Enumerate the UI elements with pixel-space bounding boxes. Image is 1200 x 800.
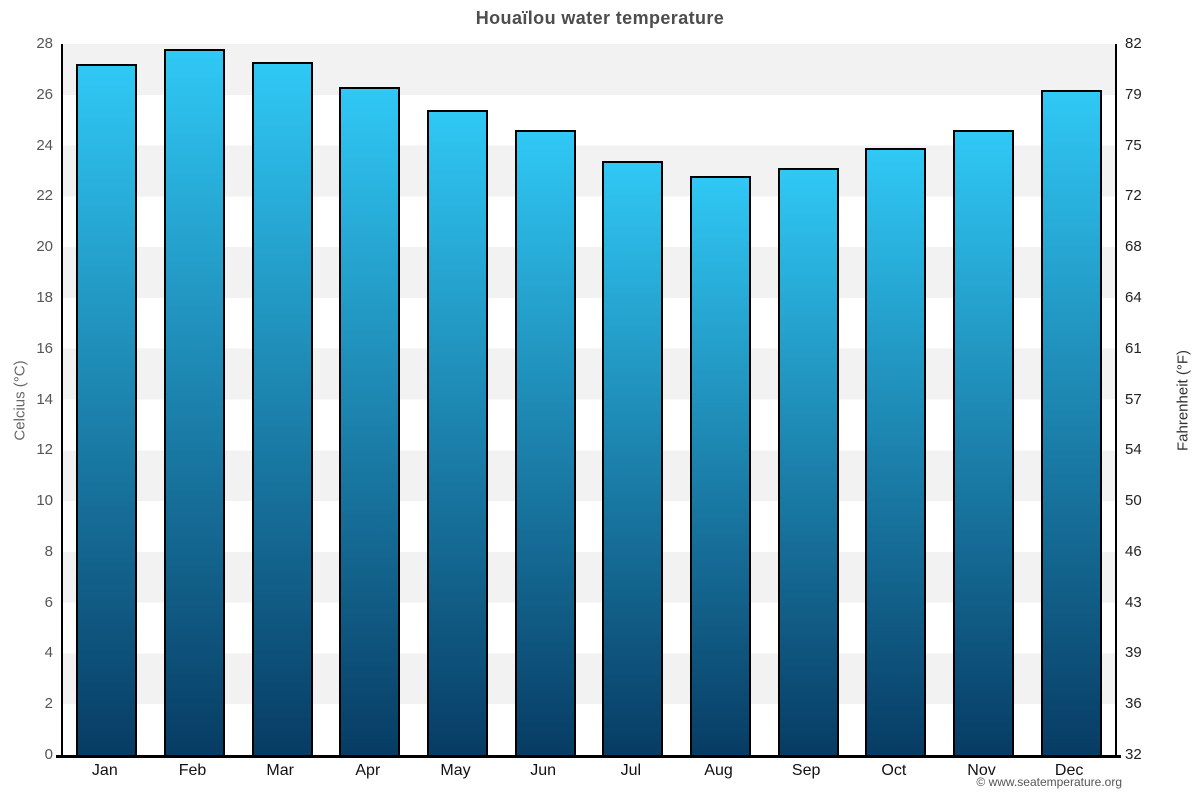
y-tick-c-4: 4 bbox=[44, 644, 53, 662]
y-tick-f-82: 82 bbox=[1125, 35, 1142, 52]
y-tick-f-68: 68 bbox=[1125, 238, 1142, 256]
y-tick-c-24: 24 bbox=[36, 136, 53, 154]
y-tick-c-2: 2 bbox=[44, 695, 53, 713]
x-axis-line bbox=[56, 755, 1121, 758]
y-tick-c-28: 28 bbox=[36, 35, 53, 52]
bar-oct bbox=[865, 148, 927, 755]
bar-apr bbox=[339, 87, 401, 755]
y-tick-f-46: 46 bbox=[1125, 542, 1142, 560]
x-tick-nov: Nov bbox=[967, 762, 996, 779]
bar-dec bbox=[1040, 89, 1102, 755]
x-tick-dec: Dec bbox=[1054, 762, 1084, 779]
y-tick-c-16: 16 bbox=[36, 339, 53, 357]
x-tick-jun: Jun bbox=[530, 762, 557, 779]
y-tick-f-54: 54 bbox=[1125, 441, 1142, 459]
chart-title: Houaïlou water temperature bbox=[475, 8, 725, 28]
y-tick-c-10: 10 bbox=[36, 492, 53, 510]
bar-jan bbox=[76, 64, 138, 755]
y-tick-c-0: 0 bbox=[44, 746, 53, 763]
y-tick-c-14: 14 bbox=[36, 390, 53, 408]
bar-feb bbox=[164, 49, 225, 755]
y-tick-f-79: 79 bbox=[1125, 85, 1142, 103]
x-tick-sep: Sep bbox=[791, 762, 821, 779]
bars-layer bbox=[63, 44, 1115, 755]
x-tick-aug: Aug bbox=[704, 762, 733, 779]
y-tick-c-26: 26 bbox=[36, 85, 53, 103]
y-tick-f-50: 50 bbox=[1125, 492, 1142, 510]
plot-area bbox=[61, 44, 1117, 755]
y-tick-f-43: 43 bbox=[1125, 593, 1142, 611]
x-tick-jan: Jan bbox=[91, 762, 118, 779]
bar-sep bbox=[777, 168, 839, 755]
bar-may bbox=[427, 110, 488, 755]
bar-mar bbox=[251, 61, 313, 755]
bar-jul bbox=[602, 160, 664, 755]
x-tick-jul: Jul bbox=[620, 762, 642, 779]
y-tick-f-36: 36 bbox=[1125, 695, 1142, 713]
y-tick-f-39: 39 bbox=[1125, 644, 1142, 662]
y-tick-f-61: 61 bbox=[1125, 339, 1142, 357]
y-tick-f-64: 64 bbox=[1125, 288, 1142, 306]
bar-nov bbox=[953, 130, 1014, 755]
y-tick-c-20: 20 bbox=[36, 238, 53, 256]
y-tick-f-75: 75 bbox=[1125, 136, 1142, 154]
y-tick-c-6: 6 bbox=[44, 593, 53, 611]
x-tick-feb: Feb bbox=[178, 762, 207, 779]
y-tick-f-57: 57 bbox=[1125, 390, 1142, 408]
y-tick-f-72: 72 bbox=[1125, 187, 1142, 205]
x-tick-mar: Mar bbox=[266, 762, 294, 779]
y-tick-c-12: 12 bbox=[36, 441, 53, 459]
y-tick-c-8: 8 bbox=[44, 542, 53, 560]
bar-aug bbox=[690, 176, 751, 755]
copyright-credit: © www.seatemperature.org bbox=[976, 775, 1122, 789]
x-tick-oct: Oct bbox=[881, 762, 907, 779]
y-tick-f-32: 32 bbox=[1125, 746, 1142, 763]
bar-jun bbox=[514, 130, 576, 755]
x-tick-may: May bbox=[440, 762, 471, 779]
x-tick-apr: Apr bbox=[355, 762, 381, 779]
y-tick-c-18: 18 bbox=[36, 288, 53, 306]
y-tick-c-22: 22 bbox=[36, 187, 53, 205]
